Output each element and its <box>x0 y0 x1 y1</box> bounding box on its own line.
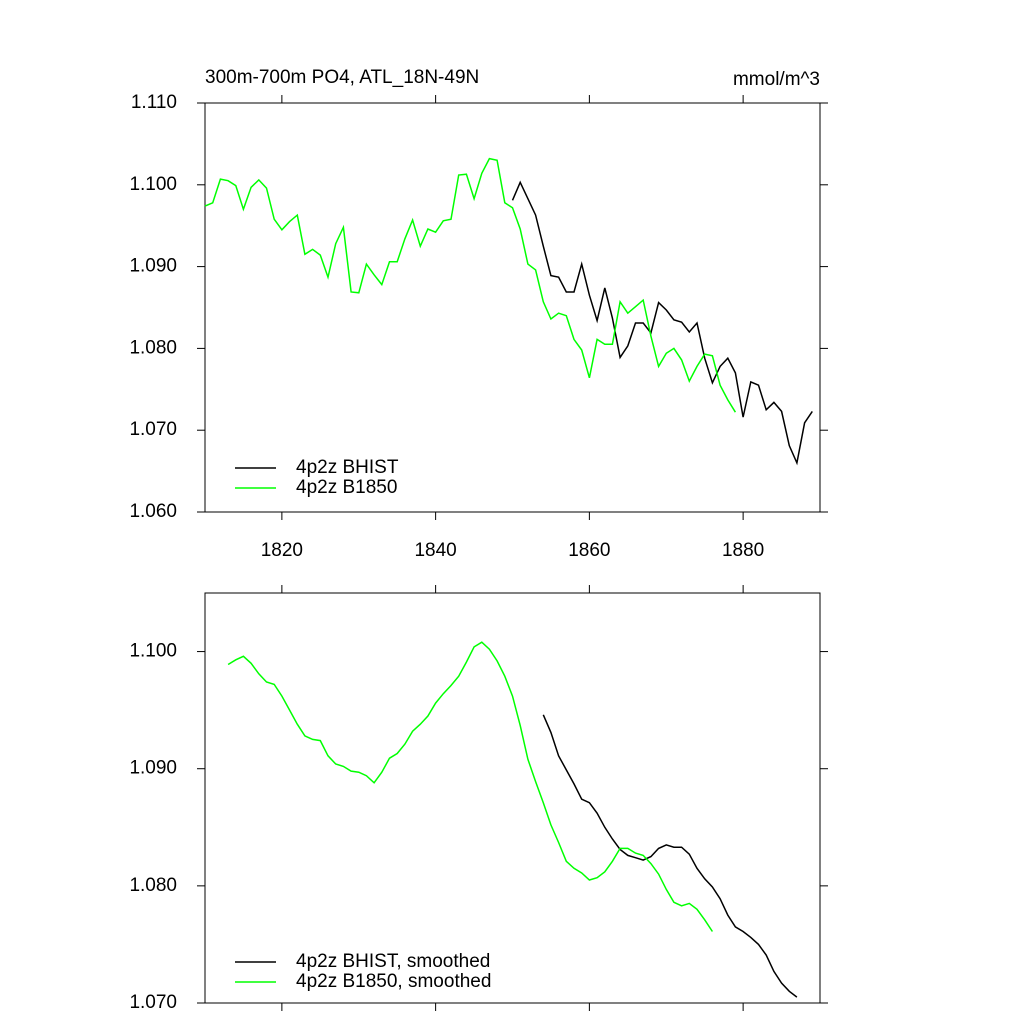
series-line <box>542 714 798 998</box>
series-line <box>204 157 737 413</box>
y-tick-label: 1.090 <box>129 256 177 277</box>
series-line <box>511 180 813 466</box>
y-tick-label: 1.070 <box>129 419 177 440</box>
x-tick-label: 1880 <box>722 540 764 561</box>
chart-title: 300m-700m PO4, ATL_18N-49N <box>205 67 479 88</box>
y-tick-label: 1.100 <box>129 641 177 662</box>
x-tick-label: 1840 <box>414 540 456 561</box>
y-tick-label: 1.080 <box>129 875 177 896</box>
legend-label: 4p2z B1850 <box>296 477 397 498</box>
legend-label: 4p2z BHIST <box>296 457 399 478</box>
y-tick-label: 1.110 <box>131 92 177 113</box>
series-line <box>227 641 714 932</box>
x-tick-label: 1860 <box>568 540 610 561</box>
x-tick-label: 1820 <box>261 540 303 561</box>
y-tick-label: 1.100 <box>129 174 177 195</box>
y-tick-label: 1.060 <box>129 501 177 522</box>
y-tick-label: 1.080 <box>129 337 177 358</box>
y-tick-label: 1.070 <box>129 992 177 1013</box>
plot-frame <box>204 592 821 1004</box>
y-tick-label: 1.090 <box>129 758 177 779</box>
plot-frame <box>204 102 821 513</box>
units-label: mmol/m^3 <box>733 69 820 90</box>
legend-label: 4p2z BHIST, smoothed <box>296 951 490 972</box>
legend-label: 4p2z B1850, smoothed <box>296 971 491 992</box>
